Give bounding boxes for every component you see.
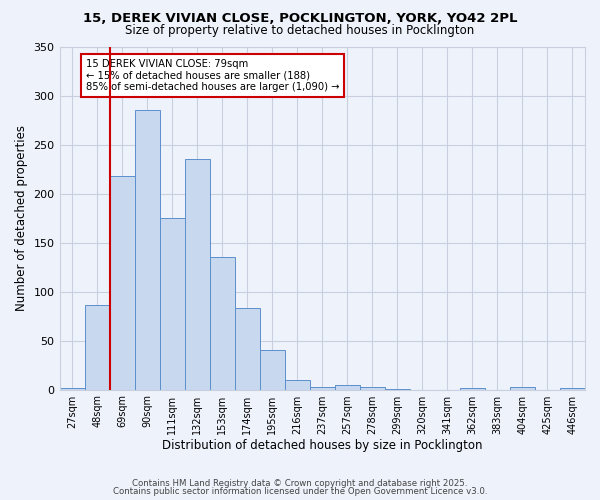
Bar [235,308,260,390]
Text: Contains HM Land Registry data © Crown copyright and database right 2025.: Contains HM Land Registry data © Crown c… [132,478,468,488]
Bar [510,386,535,390]
Bar [160,218,185,390]
Bar [134,110,160,390]
Bar [85,306,110,390]
X-axis label: Distribution of detached houses by size in Pocklington: Distribution of detached houses by size … [162,440,482,452]
Bar [385,388,410,390]
Bar [209,258,235,390]
Bar [335,384,360,390]
Bar [285,380,310,390]
Bar [185,159,209,390]
Bar [460,388,485,390]
Bar [260,350,285,390]
Text: Size of property relative to detached houses in Pocklington: Size of property relative to detached ho… [125,24,475,37]
Y-axis label: Number of detached properties: Number of detached properties [15,125,28,311]
Bar [310,386,335,390]
Text: 15 DEREK VIVIAN CLOSE: 79sqm
← 15% of detached houses are smaller (188)
85% of s: 15 DEREK VIVIAN CLOSE: 79sqm ← 15% of de… [86,59,340,92]
Text: 15, DEREK VIVIAN CLOSE, POCKLINGTON, YORK, YO42 2PL: 15, DEREK VIVIAN CLOSE, POCKLINGTON, YOR… [83,12,517,26]
Bar [59,388,85,390]
Text: Contains public sector information licensed under the Open Government Licence v3: Contains public sector information licen… [113,487,487,496]
Bar [110,176,134,390]
Bar [360,386,385,390]
Bar [560,388,585,390]
